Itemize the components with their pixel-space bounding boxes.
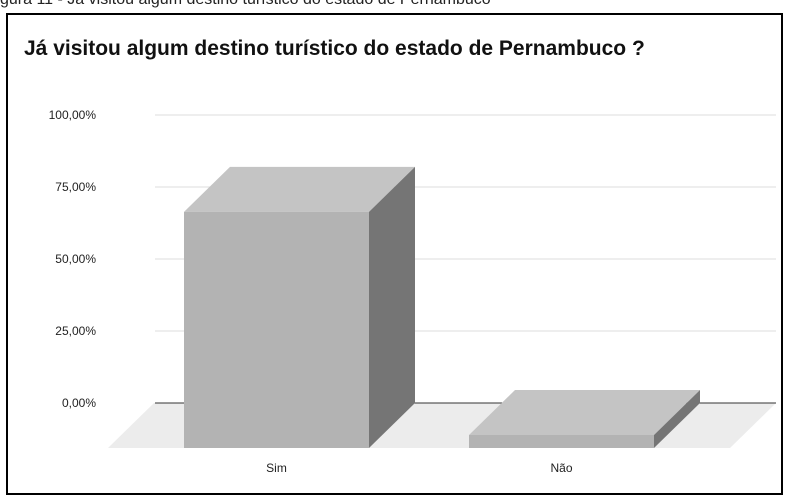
- figure-caption: gura 11 - Já visitou algum destino turís…: [0, 0, 491, 9]
- x-category-label: Não: [550, 461, 572, 475]
- y-tick-label: 100,00%: [49, 108, 97, 122]
- bar-não: [469, 390, 700, 448]
- bar-top: [469, 390, 700, 435]
- x-axis-labels: Sim Não: [266, 461, 573, 475]
- x-category-label: Sim: [266, 461, 287, 475]
- chart-title: Já visitou algum destino turístico do es…: [24, 37, 645, 60]
- bar-side: [369, 166, 415, 448]
- bar-front: [469, 435, 654, 448]
- y-tick-label: 75,00%: [55, 180, 96, 194]
- y-tick-label: 0,00%: [62, 396, 96, 410]
- bar-top: [184, 166, 415, 212]
- bar-front: [184, 211, 369, 448]
- bar-side: [654, 390, 700, 448]
- y-axis-ticks: 0,00% 25,00% 50,00% 75,00% 100,00%: [49, 108, 97, 410]
- bars: [184, 166, 700, 448]
- y-tick-label: 50,00%: [55, 252, 96, 266]
- bar-sim: [184, 166, 415, 448]
- y-tick-label: 25,00%: [55, 324, 96, 338]
